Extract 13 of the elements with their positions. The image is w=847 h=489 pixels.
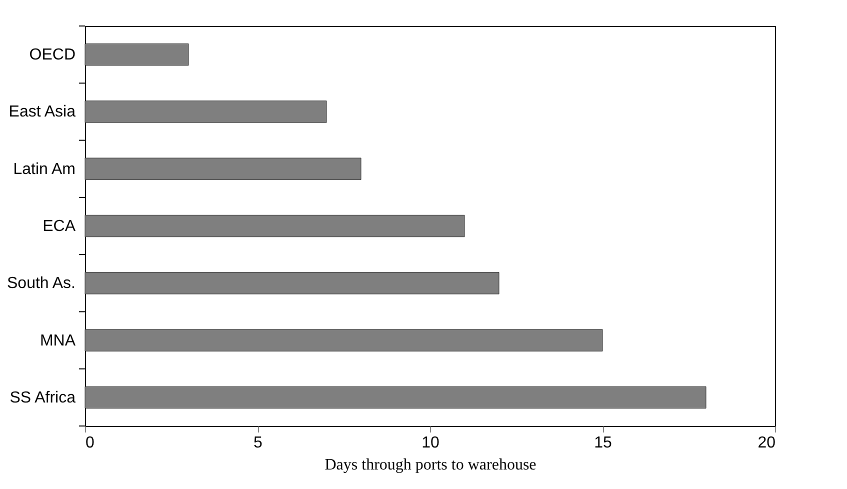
x-tick-label: 5	[254, 434, 263, 452]
y-tick-label: East Asia	[8, 104, 76, 121]
x-tick-label: 10	[422, 434, 440, 452]
y-tick-label: Latin Am	[13, 160, 76, 178]
y-tick-label: SS Africa	[10, 389, 76, 406]
x-tick-label: 20	[758, 434, 776, 452]
x-tick-label: 15	[594, 434, 612, 452]
x-tick-label: 0	[86, 434, 94, 452]
x-axis-title: Days through ports to warehouse	[324, 456, 536, 474]
y-tick-label: ECA	[42, 218, 76, 235]
y-tick-label: OECD	[29, 46, 76, 64]
y-tick-label: MNA	[40, 332, 76, 350]
y-tick-label: South As.	[7, 275, 76, 292]
